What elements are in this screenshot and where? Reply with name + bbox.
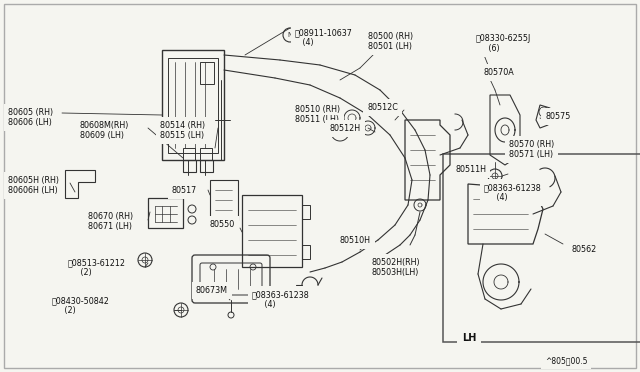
Text: 80570 (RH)
80571 (LH): 80570 (RH) 80571 (LH) bbox=[509, 140, 554, 159]
Text: 80512C: 80512C bbox=[367, 103, 398, 112]
Text: 80514 (RH)
80515 (LH): 80514 (RH) 80515 (LH) bbox=[160, 121, 205, 140]
Text: 80517: 80517 bbox=[172, 186, 197, 195]
Text: LH: LH bbox=[462, 333, 476, 343]
Text: 80575: 80575 bbox=[545, 112, 570, 121]
Bar bbox=[210, 180, 238, 220]
Text: 80510 (RH)
80511 (LH): 80510 (RH) 80511 (LH) bbox=[295, 105, 340, 124]
Bar bbox=[302, 205, 310, 219]
Text: 80512H: 80512H bbox=[330, 124, 361, 133]
Text: ^805　00.5: ^805 00.5 bbox=[545, 356, 588, 365]
Bar bbox=[200, 160, 213, 172]
Text: Ⓝ08363-61238
     (4): Ⓝ08363-61238 (4) bbox=[252, 290, 310, 310]
Text: Ⓝ08363-61238
     (4): Ⓝ08363-61238 (4) bbox=[484, 183, 541, 202]
Text: 80673M: 80673M bbox=[196, 286, 228, 295]
Bar bbox=[443, 154, 640, 342]
Bar bbox=[183, 160, 196, 172]
Text: ⓝ08911-10637
   (4): ⓝ08911-10637 (4) bbox=[295, 28, 353, 47]
Bar bbox=[200, 148, 212, 160]
Bar bbox=[168, 58, 218, 153]
Text: 80570A: 80570A bbox=[483, 68, 514, 77]
Bar bbox=[242, 195, 302, 267]
Bar bbox=[200, 62, 214, 84]
Text: 80670 (RH)
80671 (LH): 80670 (RH) 80671 (LH) bbox=[88, 212, 133, 231]
Text: Ⓝ08330-6255J
     (6): Ⓝ08330-6255J (6) bbox=[476, 34, 531, 54]
Text: 80510H: 80510H bbox=[340, 236, 371, 245]
Text: 80562: 80562 bbox=[572, 245, 597, 254]
Text: 80502H(RH)
80503H(LH): 80502H(RH) 80503H(LH) bbox=[372, 258, 420, 278]
Text: 80511H: 80511H bbox=[455, 165, 486, 174]
Bar bbox=[148, 198, 183, 228]
Bar bbox=[183, 148, 195, 160]
Text: N: N bbox=[287, 32, 292, 38]
Text: Ⓝ08513-61212
     (2): Ⓝ08513-61212 (2) bbox=[68, 258, 126, 278]
Text: 80500 (RH)
80501 (LH): 80500 (RH) 80501 (LH) bbox=[368, 32, 413, 51]
Text: 80550: 80550 bbox=[210, 220, 236, 229]
Text: Ⓝ08430-50842
     (2): Ⓝ08430-50842 (2) bbox=[52, 296, 110, 315]
Bar bbox=[302, 245, 310, 259]
Text: 80605 (RH)
80606 (LH): 80605 (RH) 80606 (LH) bbox=[8, 108, 53, 127]
Bar bbox=[162, 50, 224, 160]
Text: 80608M(RH)
80609 (LH): 80608M(RH) 80609 (LH) bbox=[80, 121, 129, 140]
Text: 80605H (RH)
80606H (LH): 80605H (RH) 80606H (LH) bbox=[8, 176, 59, 195]
